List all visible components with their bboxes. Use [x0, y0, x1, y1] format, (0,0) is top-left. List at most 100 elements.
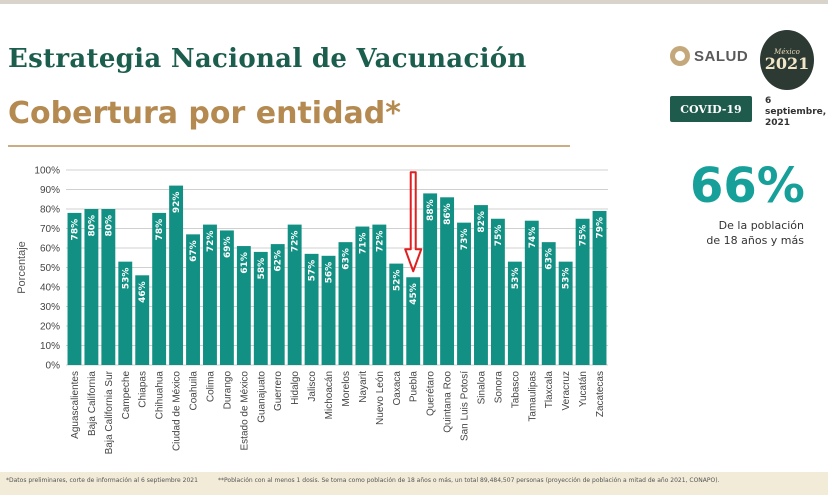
- bar-value-label: 52%: [392, 270, 402, 292]
- x-category-label: Zacatecas: [595, 371, 606, 417]
- x-category-label: Yucatán: [578, 371, 589, 407]
- bar: [169, 185, 184, 365]
- x-category-label: Jalisco: [307, 371, 318, 402]
- bar: [507, 261, 522, 365]
- coverage-note: De la población de 18 años y más: [660, 218, 804, 248]
- seal-country-text: México: [774, 48, 800, 56]
- bar: [524, 220, 539, 365]
- x-category-label: Guerrero: [273, 371, 284, 411]
- bar: [203, 224, 217, 365]
- bar-value-label: 46%: [138, 281, 148, 303]
- mexico-2021-seal: México 2021: [760, 30, 814, 90]
- page-subtitle: Cobertura por entidad*: [8, 96, 401, 131]
- seal-year-text: 2021: [764, 54, 810, 73]
- highlight-arrow-icon: [404, 171, 423, 273]
- x-category-label: Ciudad de México: [172, 371, 183, 451]
- bar-value-label: 75%: [579, 225, 589, 247]
- bar-value-label: 71%: [358, 233, 368, 255]
- bar-value-label: 75%: [494, 225, 504, 247]
- x-category-label: Sinaloa: [476, 371, 487, 405]
- bar-value-label: 53%: [121, 268, 131, 290]
- bar: [67, 212, 82, 365]
- x-category-label: Nuevo León: [375, 371, 386, 425]
- title-divider: [8, 145, 570, 147]
- bar-value-label: 92%: [172, 192, 182, 214]
- bar-value-label: 57%: [308, 260, 318, 282]
- bar-value-label: 80%: [87, 215, 97, 237]
- national-coverage-value: 66%: [690, 158, 805, 214]
- bar-value-label: 80%: [104, 215, 114, 237]
- x-category-label: Chihuahua: [155, 371, 166, 420]
- bar: [270, 244, 285, 365]
- x-category-label: Baja California: [87, 371, 98, 436]
- x-axis-categories: Aguascalientes Baja California Baja Califo…: [70, 370, 606, 454]
- x-category-label: Quintana Roo: [443, 371, 454, 433]
- coverage-note-line2: de 18 años y más: [706, 234, 804, 247]
- bar: [321, 255, 336, 365]
- y-tick-label: 30%: [40, 302, 60, 313]
- bar-value-label: 63%: [545, 248, 555, 270]
- x-category-label: Durango: [222, 371, 233, 410]
- bar-value-label: 62%: [274, 250, 284, 272]
- bar: [389, 263, 404, 365]
- x-category-label: Colima: [205, 371, 216, 403]
- bar: [406, 277, 421, 365]
- x-category-label: Baja California Sur: [104, 370, 115, 454]
- y-tick-label: 100%: [34, 166, 60, 177]
- bar-value-label: 56%: [325, 262, 335, 284]
- bar: [101, 209, 116, 365]
- x-category-label: Tamaulipas: [527, 371, 538, 422]
- x-category-label: Puebla: [409, 371, 420, 403]
- bar: [135, 275, 150, 365]
- bar: [304, 253, 319, 365]
- x-category-label: Campeche: [121, 371, 132, 420]
- bar: [575, 218, 590, 365]
- bar: [152, 212, 167, 365]
- y-tick-label: 50%: [40, 263, 60, 274]
- x-category-label: Tabasco: [510, 371, 521, 409]
- x-category-label: Michoacán: [324, 371, 335, 419]
- bar: [490, 218, 505, 365]
- bar-value-label: 63%: [341, 248, 351, 270]
- bar-value-label: 79%: [596, 217, 606, 239]
- bar: [236, 246, 251, 365]
- y-tick-label: 40%: [40, 283, 60, 294]
- x-category-label: Sonora: [493, 371, 504, 404]
- bar: [423, 193, 438, 365]
- y-tick-label: 10%: [40, 341, 60, 352]
- bar: [541, 242, 556, 365]
- coverage-bar-chart: 0% 10% 20% 30% 40% 50% 60% 70% 80% 90% 100% Porcen…: [16, 166, 608, 454]
- x-category-label: Nayarit: [358, 371, 369, 403]
- y-tick-label: 70%: [40, 224, 60, 235]
- x-category-label: Coahuila: [189, 371, 200, 411]
- bar: [84, 209, 99, 365]
- date-day: 6: [765, 96, 772, 106]
- bar-value-label: 58%: [257, 258, 267, 280]
- bar: [355, 226, 370, 365]
- x-category-label: Querétaro: [426, 371, 437, 416]
- bar-value-label: 74%: [528, 227, 538, 249]
- date-year: 2021: [765, 118, 791, 128]
- bar: [440, 197, 455, 365]
- y-tick-label: 80%: [40, 205, 60, 216]
- bar-value-label: 69%: [223, 236, 233, 258]
- bar-value-label: 61%: [240, 252, 250, 274]
- bar-value-label: 72%: [291, 231, 301, 253]
- bar: [287, 224, 302, 365]
- page-title: Estrategia Nacional de Vacunación: [8, 44, 527, 74]
- chart-bars: 78% 80% 80% 53% 46% 78% 92% 67% 72% 69% 61% 58% 62% 7…: [67, 185, 607, 365]
- bar-value-label: 72%: [206, 231, 216, 253]
- x-category-label: San Luis Potosí: [460, 371, 471, 441]
- x-category-label: Chiapas: [138, 371, 149, 408]
- arrow-shape: [404, 171, 423, 273]
- y-tick-label: 0%: [46, 361, 61, 372]
- bar-value-label: 53%: [511, 268, 521, 290]
- bar-value-label: 72%: [375, 231, 385, 253]
- bar: [592, 210, 607, 365]
- report-date: 6 septiembre, 2021: [765, 96, 826, 129]
- footer-band: [0, 472, 828, 495]
- x-category-label: Estado de México: [239, 371, 250, 451]
- x-category-label: Hidalgo: [290, 371, 301, 405]
- bar-value-label: 88%: [426, 199, 436, 221]
- x-category-label: Oaxaca: [392, 371, 403, 406]
